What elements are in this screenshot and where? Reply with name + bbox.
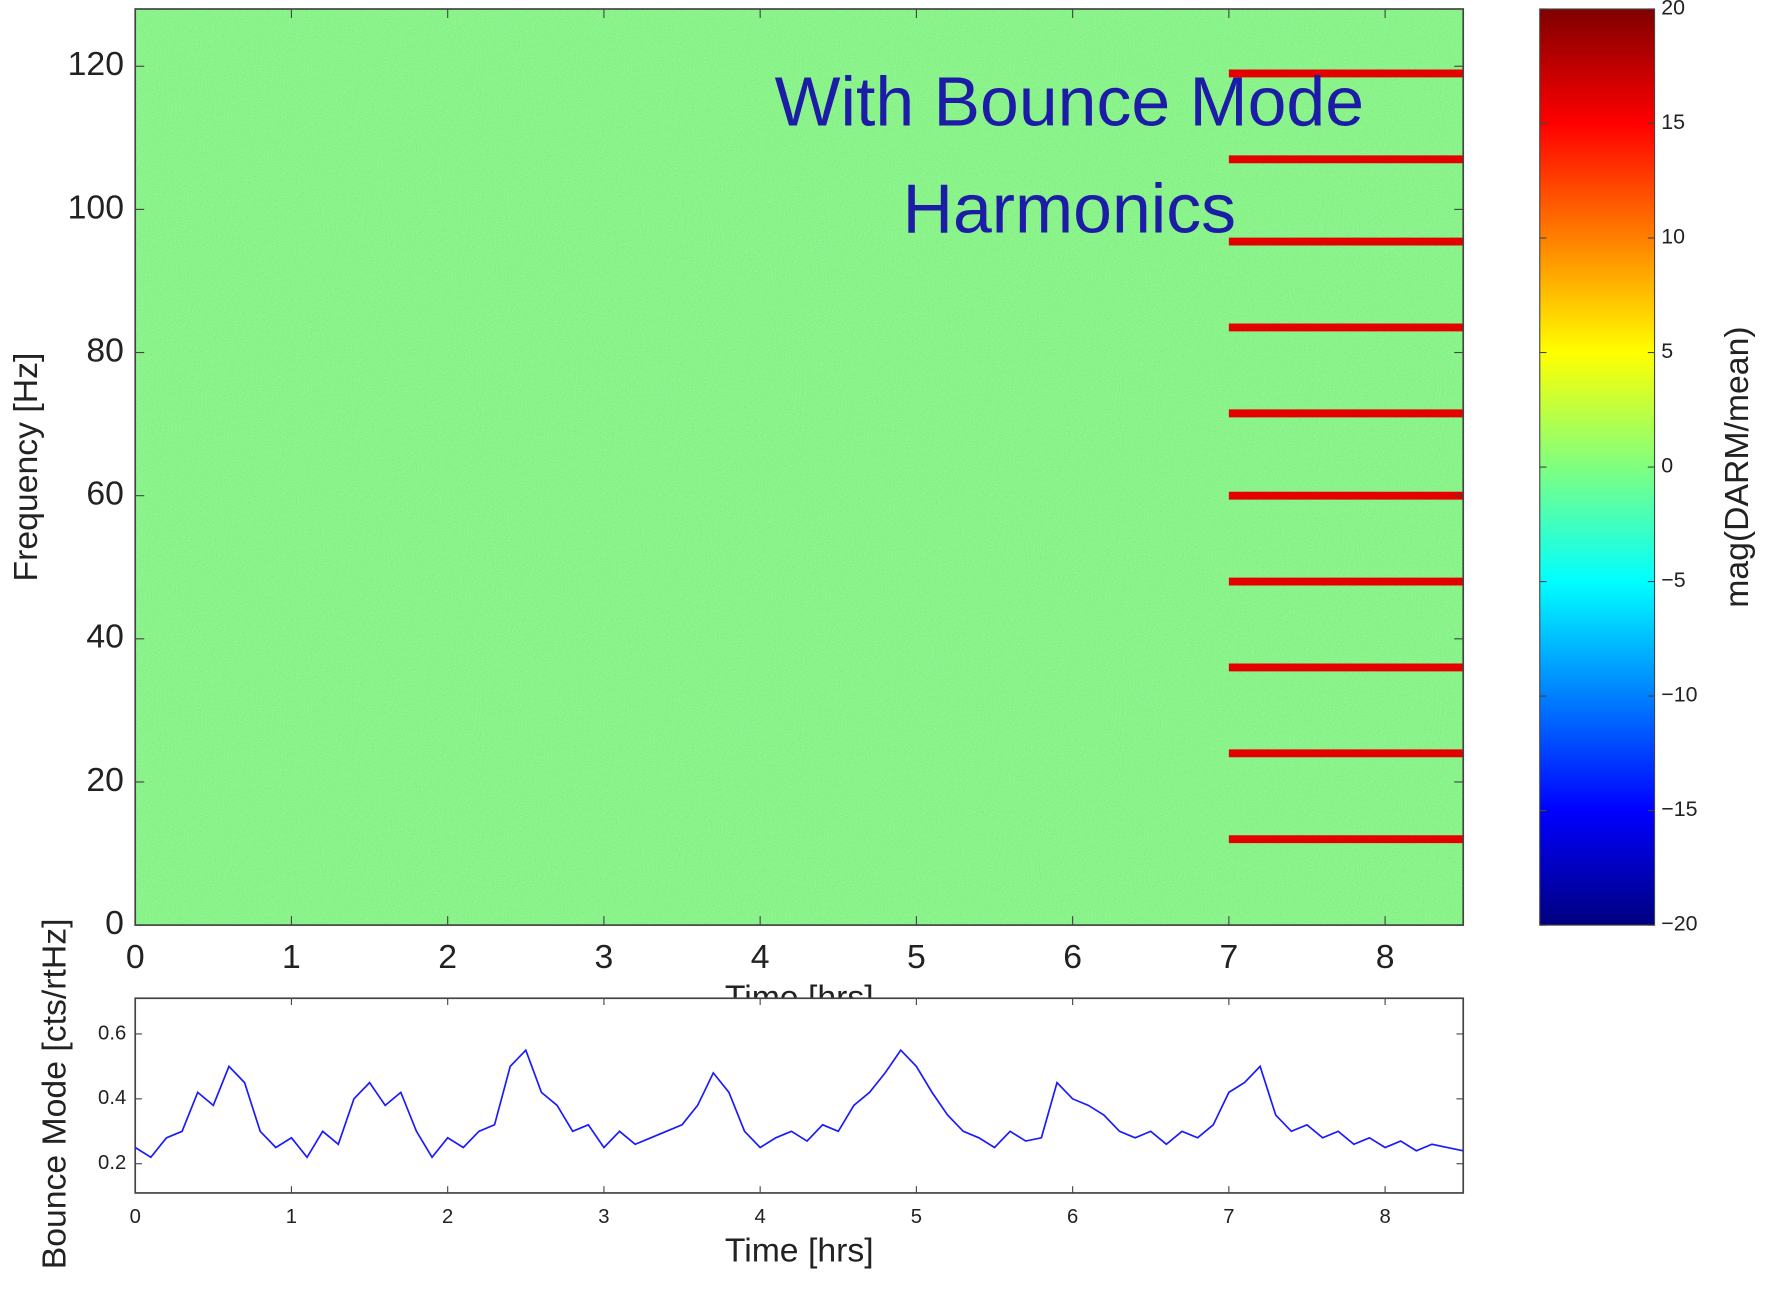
x-tick-label: 2: [442, 1206, 453, 1228]
x-tick-label: 5: [911, 1206, 922, 1228]
x-tick-label: 5: [907, 938, 926, 976]
spectrogram-texture: [135, 9, 1464, 926]
y-tick-label: 80: [86, 331, 124, 369]
colorbar-tick-label: 10: [1661, 225, 1685, 249]
x-tick-label: 0: [130, 1206, 141, 1228]
x-tick-label: 4: [751, 938, 770, 976]
x-tick-label: 3: [598, 1206, 609, 1228]
data-line: [134, 1048, 1464, 1159]
x-axis-label: Time [hrs]: [725, 1232, 874, 1270]
x-tick-label: 7: [1219, 938, 1238, 976]
y-tick-label: 0.2: [98, 1152, 126, 1174]
colorbar-tick-label: −5: [1661, 568, 1685, 592]
y-tick-label: 100: [68, 188, 124, 226]
x-tick-label: 3: [595, 938, 614, 976]
colorbar-tick-label: 0: [1661, 454, 1673, 478]
colorbar-tick-label: −20: [1661, 912, 1697, 936]
y-axis-label: Frequency [Hz]: [7, 353, 45, 582]
annotation: Harmonics: [903, 169, 1236, 247]
colorbar: [1539, 8, 1656, 926]
y-tick-label: 120: [68, 45, 124, 83]
plot-frame: [134, 997, 1465, 1194]
colorbar-tick-label: −15: [1661, 797, 1697, 821]
y-tick-label: 20: [86, 761, 124, 799]
x-tick-label: 1: [286, 1206, 297, 1228]
x-tick-label: 8: [1379, 1206, 1390, 1228]
colorbar-tick-label: −10: [1661, 683, 1697, 707]
plot-frame: [134, 8, 1465, 926]
y-tick-label: 0.4: [98, 1087, 126, 1109]
x-tick-label: 4: [755, 1206, 766, 1228]
x-tick-label: 6: [1063, 938, 1082, 976]
y-tick-label: 60: [86, 475, 124, 513]
colorbar-tick-label: 15: [1661, 110, 1685, 134]
x-tick-label: 1: [282, 938, 301, 976]
colorbar-label: mag(DARM/mean): [1718, 326, 1756, 607]
y-axis-label: Bounce Mode [cts/rtHz]: [35, 919, 73, 1270]
x-tick-label: 6: [1067, 1206, 1078, 1228]
y-tick-label: 0.6: [98, 1022, 126, 1044]
x-tick-label: 7: [1223, 1206, 1234, 1228]
x-tick-label: 2: [438, 938, 457, 976]
colorbar-tick-label: 5: [1661, 339, 1673, 363]
colorbar-tick-label: 20: [1661, 0, 1685, 20]
y-tick-label: 0: [105, 904, 124, 942]
y-tick-label: 40: [86, 618, 124, 656]
x-tick-label: 0: [126, 938, 145, 976]
x-tick-label: 8: [1376, 938, 1395, 976]
annotation: With Bounce Mode: [775, 62, 1364, 140]
